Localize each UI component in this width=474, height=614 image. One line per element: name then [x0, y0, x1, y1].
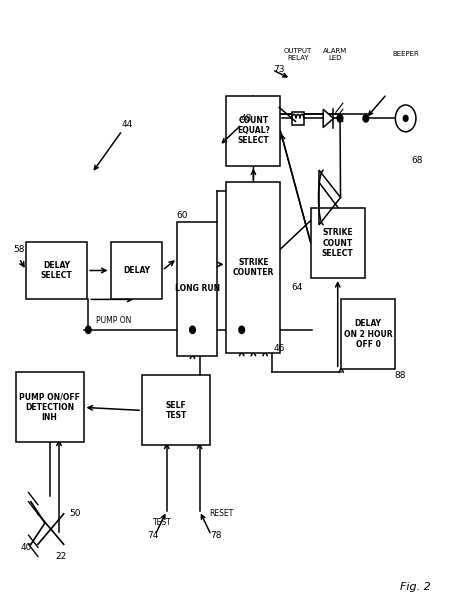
Bar: [110, 241, 162, 300]
Text: DELAY
ON 2 HOUR
OFF 0: DELAY ON 2 HOUR OFF 0: [344, 319, 392, 349]
Text: 22: 22: [56, 552, 67, 561]
Text: Fig. 2: Fig. 2: [400, 582, 430, 592]
Text: ALARM
LED: ALARM LED: [323, 48, 347, 61]
Polygon shape: [323, 109, 334, 128]
Text: 46: 46: [273, 344, 285, 352]
Text: 44: 44: [121, 120, 133, 129]
Text: SELF
TEST: SELF TEST: [165, 401, 187, 420]
Bar: [311, 208, 365, 278]
Circle shape: [403, 115, 408, 122]
Bar: [177, 222, 217, 356]
Bar: [341, 300, 395, 370]
Circle shape: [363, 115, 369, 122]
Text: STRIKE
COUNTER: STRIKE COUNTER: [233, 258, 274, 277]
Text: DELAY
SELECT: DELAY SELECT: [41, 261, 73, 280]
Bar: [227, 96, 280, 166]
Text: DELAY: DELAY: [123, 266, 150, 275]
Circle shape: [239, 326, 245, 333]
Text: 73: 73: [273, 65, 285, 74]
Text: STRIKE
COUNT
SELECT: STRIKE COUNT SELECT: [322, 228, 354, 258]
Text: 74: 74: [147, 530, 158, 540]
Text: 64: 64: [291, 282, 302, 292]
Bar: [227, 182, 280, 352]
Text: RESET: RESET: [209, 510, 233, 518]
Text: 48: 48: [241, 114, 252, 123]
Text: 60: 60: [176, 211, 188, 220]
Text: 50: 50: [70, 510, 81, 518]
Text: BEEPER: BEEPER: [392, 52, 419, 58]
Bar: [292, 112, 304, 125]
Text: PUMP ON: PUMP ON: [96, 316, 132, 325]
Bar: [142, 375, 210, 445]
Circle shape: [337, 115, 343, 122]
Circle shape: [190, 326, 195, 333]
Text: 78: 78: [210, 530, 222, 540]
Text: OUTPUT
RELAY: OUTPUT RELAY: [284, 48, 312, 61]
Bar: [26, 241, 87, 300]
Text: PUMP ON/OFF
DETECTION
INH: PUMP ON/OFF DETECTION INH: [19, 392, 80, 422]
Text: 68: 68: [411, 157, 423, 166]
Text: 40: 40: [20, 543, 32, 552]
Text: 88: 88: [394, 371, 406, 380]
Text: LONG RUN: LONG RUN: [174, 284, 220, 293]
Circle shape: [85, 326, 91, 333]
Text: 58: 58: [13, 245, 25, 254]
Text: COUNT
EQUAL?
SELECT: COUNT EQUAL? SELECT: [237, 115, 270, 146]
Text: TEST: TEST: [153, 518, 172, 527]
Bar: [16, 373, 83, 442]
